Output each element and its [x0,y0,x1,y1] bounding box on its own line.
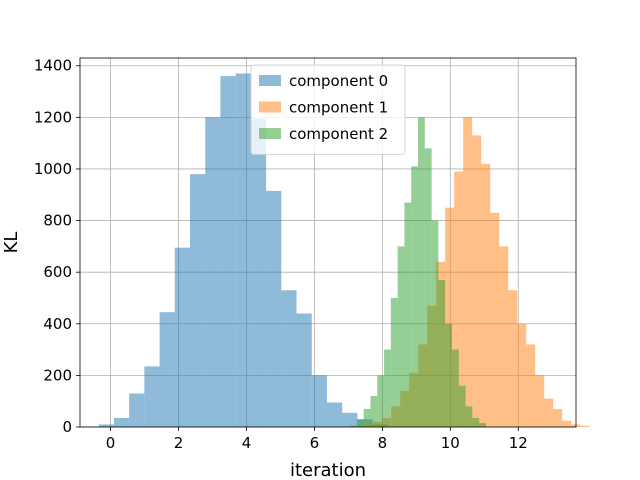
legend-label: component 0 [289,72,388,90]
histogram-bar [235,73,251,428]
histogram-bar [526,344,536,427]
histogram-bar [98,424,114,427]
histogram-bar [190,174,206,427]
y-tick-label: 0 [62,418,72,436]
histogram-bar [129,393,145,427]
histogram-bar [411,166,419,427]
histogram-bar [472,417,480,427]
histogram-bars [98,73,590,428]
x-tick-label: 0 [106,434,116,452]
histogram-bar [553,408,563,427]
histogram-bar [454,171,464,427]
y-tick-label: 800 [43,212,72,230]
legend-swatch [259,75,281,86]
histogram-bar [350,425,357,427]
histogram-bar [445,323,452,427]
legend-box [250,64,406,155]
histogram-bar [370,396,378,427]
histogram-bar [397,246,405,427]
histogram-bar [544,398,554,427]
histogram-bar [311,375,327,427]
y-tick-label: 1400 [34,57,72,75]
histogram-bar [418,117,425,428]
histogram-bar [452,349,459,427]
histogram-bar [326,402,343,427]
histogram-bar [508,290,518,427]
x-tick-label: 6 [310,434,320,452]
histogram-bar [517,323,527,427]
histogram-bar [445,207,455,427]
series-2-bars [350,117,486,428]
histogram-bar [580,425,590,427]
x-tick-label: 4 [242,434,252,452]
histogram-bar [424,148,432,427]
axis-ticks: 0 2 4 6 8 10 12 0 200 400 600 800 1000 1200 1400 [34,57,528,452]
series-0-bars [98,73,388,428]
histogram-bar [377,375,385,427]
histogram-bar [384,349,391,427]
histogram-bar [404,202,412,427]
histogram-bar [479,423,486,427]
x-axis-label: iteration [290,460,366,480]
legend-label: component 1 [289,99,388,117]
histogram-bar [205,117,221,428]
x-tick-label: 8 [378,434,388,452]
legend-swatch [259,128,281,139]
y-axis-label: KL [1,232,22,254]
histogram-bar [463,117,473,428]
histogram-bar [438,279,446,427]
y-tick-label: 1200 [34,108,72,126]
histogram-bar [356,419,364,427]
histogram-bar [390,297,398,427]
histogram-bar [144,366,160,427]
legend: component 0 component 1 component 2 [250,64,406,155]
histogram-bar [562,420,572,427]
histogram-bar [250,118,267,427]
histogram-bar [490,212,500,427]
histogram-bar [174,247,191,427]
y-tick-label: 600 [43,263,72,281]
legend-swatch [259,101,281,113]
y-tick-label: 400 [43,315,72,333]
histogram-bar [220,76,236,428]
histogram-bar [281,290,297,427]
y-tick-label: 1000 [34,160,72,178]
histogram-bar [159,312,175,427]
histogram-bar [458,385,466,427]
x-tick-label: 12 [509,434,528,452]
histogram-bar [342,412,358,427]
histogram-bar [465,406,473,427]
histogram-bar [535,375,545,427]
legend-label: component 2 [289,125,388,143]
histogram-bar [472,135,482,427]
y-tick-label: 200 [43,366,72,384]
histogram-bar [431,220,439,427]
histogram-bar [296,313,312,427]
histogram-bar [481,163,491,428]
histogram-bar [113,417,130,427]
plot-area-frame [79,57,577,428]
x-tick-label: 2 [174,434,184,452]
histogram-bar [499,246,509,427]
histogram-bar [363,408,371,427]
x-tick-label: 10 [441,434,460,452]
histogram-bar [266,190,282,427]
